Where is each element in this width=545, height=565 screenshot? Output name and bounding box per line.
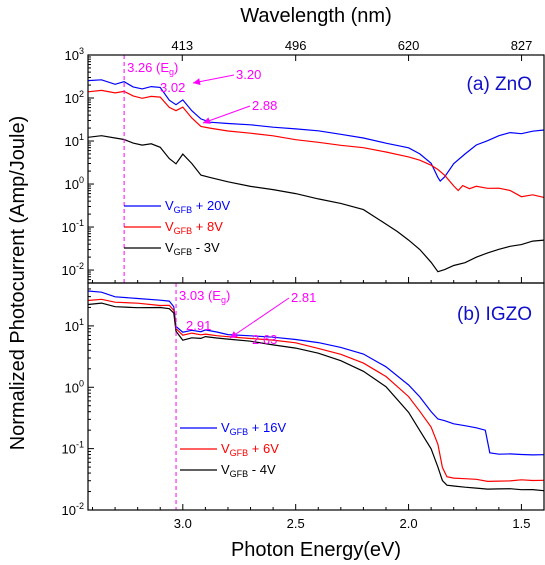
legend-entry: VGFB + 20V — [165, 198, 230, 215]
legend-entry: VGFB + 16V — [221, 420, 286, 437]
arrow-head — [193, 78, 201, 86]
panel-title: (a) ZnO — [467, 74, 532, 95]
x-tick-label: 3.0 — [174, 516, 192, 531]
y-tick-label: 100 — [65, 378, 84, 395]
bandgap-label: 3.26 (Eg) — [127, 60, 178, 77]
arrow-head — [203, 117, 211, 124]
top-tick-label: 413 — [171, 38, 193, 53]
panel-b: 3.03 (Eg) 2.81 2.91 2.63 (b) IGZO VGFB + 16V V… — [62, 282, 545, 518]
legend-entry: VGFB - 4V — [221, 462, 276, 479]
y-tick-label: 102 — [65, 89, 84, 106]
peak-annotation: 2.88 — [252, 98, 277, 113]
x-axis-title: Photon Energy(eV) — [231, 539, 401, 561]
top-tick-label: 496 — [285, 38, 307, 53]
series-line-1 — [87, 290, 545, 456]
x-tick-label: 1.5 — [512, 516, 530, 531]
series-line-2 — [87, 89, 545, 198]
legend-entry: VGFB + 8V — [165, 219, 223, 236]
series-line-3 — [87, 135, 545, 273]
arrow-head — [230, 331, 238, 338]
peak-annotation: 2.81 — [291, 290, 316, 305]
series-line-2 — [87, 298, 545, 483]
peak-annotation: 2.91 — [186, 318, 211, 333]
peak-annotation: 3.02 — [160, 80, 185, 95]
y-tick-label: 101 — [65, 317, 84, 334]
annotation-arrow — [202, 105, 251, 124]
plot-frame — [87, 282, 545, 511]
x-tick-label: 2.5 — [287, 516, 305, 531]
y-tick-label: 103 — [65, 46, 84, 63]
annotation-arrow — [229, 297, 290, 339]
y-tick-label: 100 — [65, 175, 84, 192]
bandgap-label: 3.03 (Eg) — [179, 288, 230, 305]
y-tick-label: 10-1 — [62, 218, 84, 235]
top-tick-label: 827 — [511, 38, 533, 53]
y-tick-label: 10-2 — [62, 261, 84, 278]
y-tick-label: 101 — [65, 132, 84, 149]
legend-entry: VGFB + 6V — [221, 441, 279, 458]
series-line-3 — [87, 302, 545, 492]
top-axis-title: Wavelength (nm) — [240, 5, 392, 27]
panel-title: (b) IGZO — [457, 304, 532, 325]
top-tick-label: 620 — [398, 38, 420, 53]
y-tick-label: 10-1 — [62, 440, 84, 457]
series-line-1 — [87, 79, 545, 183]
y-axis-title: Normalized Photocurrent (Amp/Joule) — [7, 116, 29, 451]
legend-entry: VGFB - 3V — [165, 240, 220, 257]
peak-annotation: 3.20 — [236, 67, 261, 82]
panel-a: 3.26 (Eg) 3.20 3.02 2.88 (a) ZnO VGFB + 20V VG… — [62, 46, 545, 284]
peak-annotation: 2.63 — [252, 332, 277, 347]
y-tick-label: 10-2 — [62, 501, 84, 518]
x-tick-label: 2.0 — [400, 516, 418, 531]
